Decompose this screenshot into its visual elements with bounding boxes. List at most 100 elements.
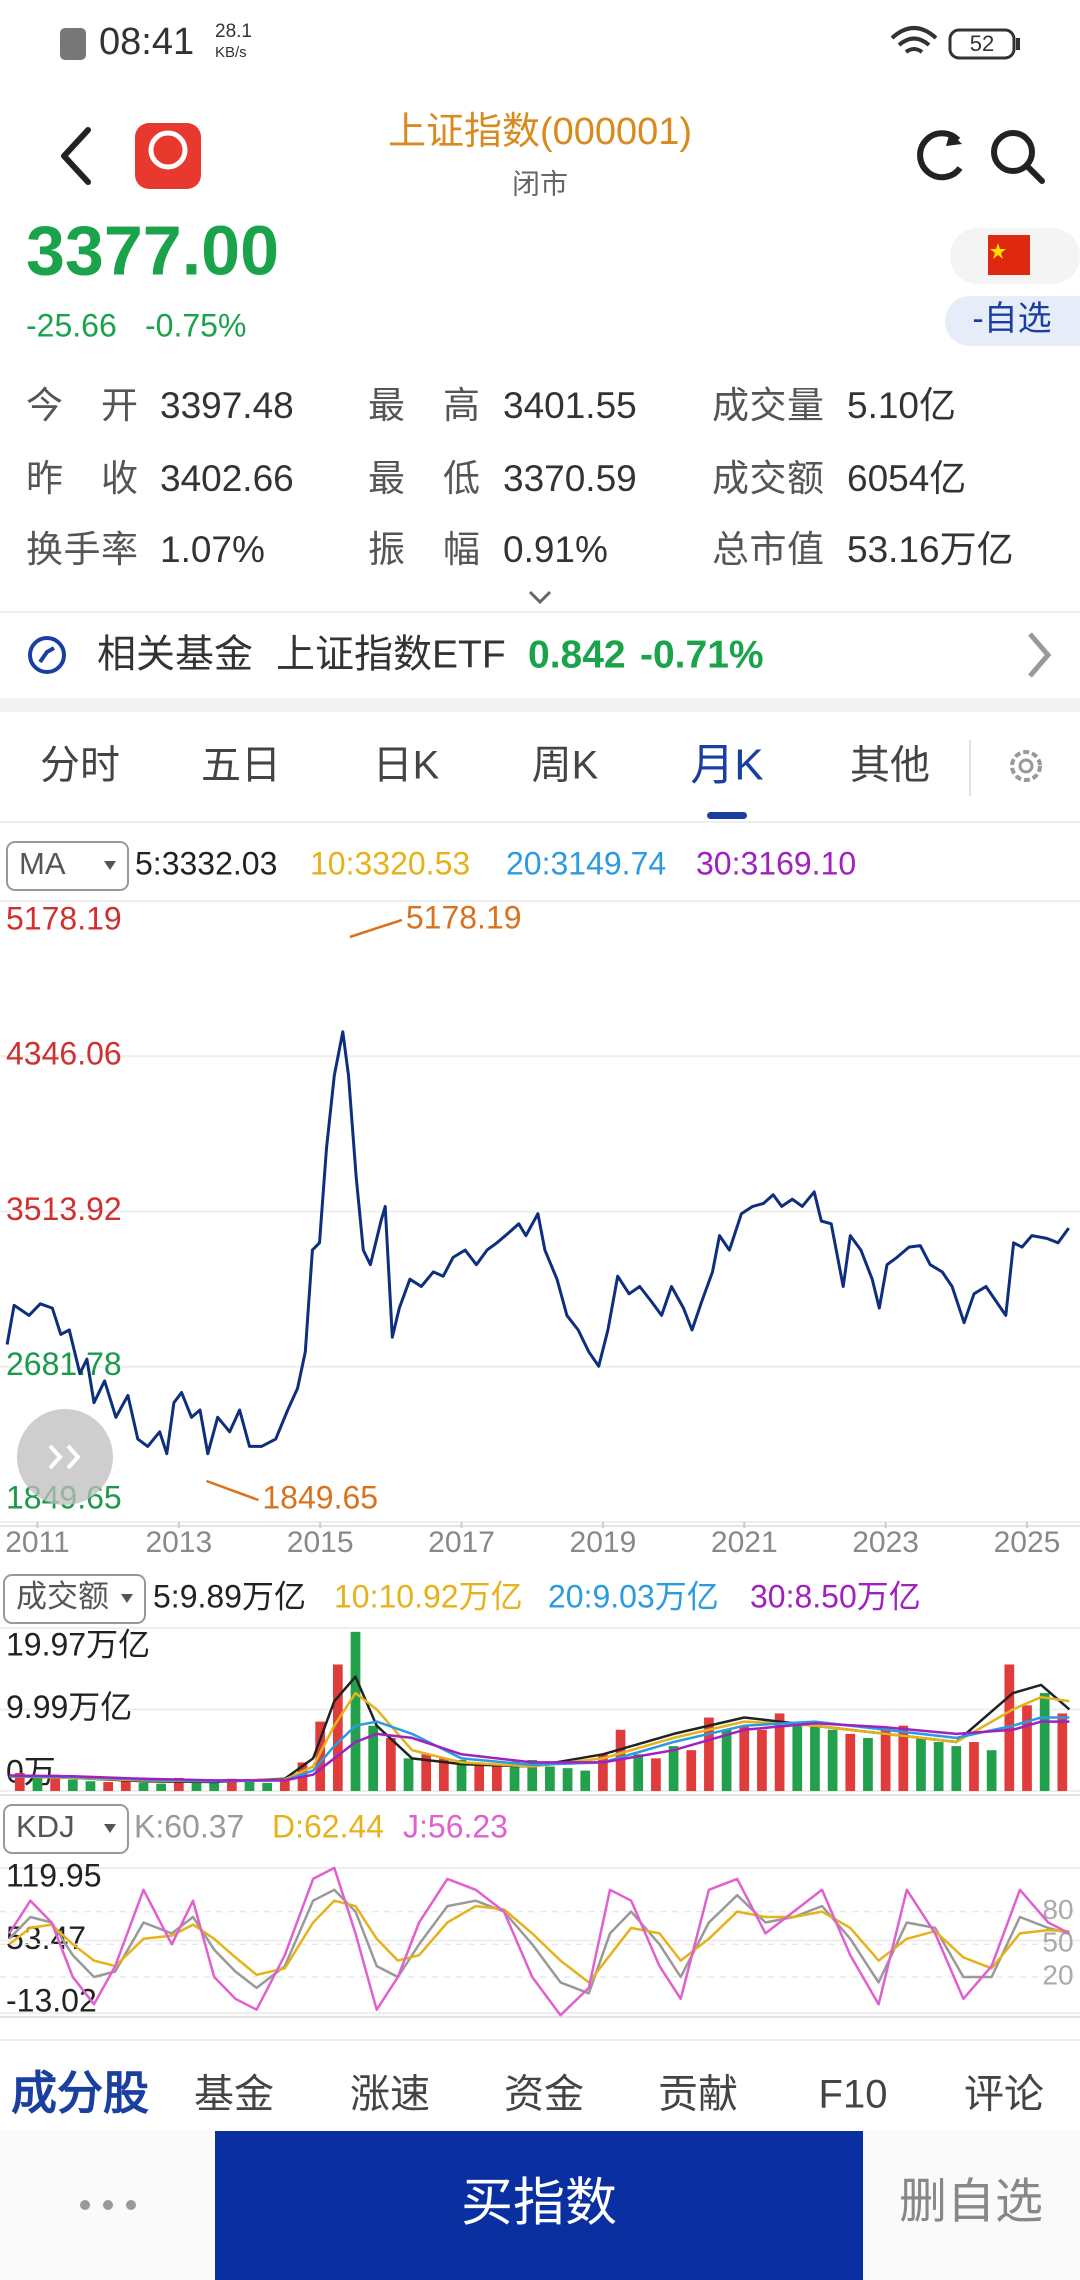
refresh-button[interactable] (917, 130, 963, 181)
more-dot[interactable] (80, 2200, 90, 2210)
volume-bar (633, 1754, 644, 1791)
legend-entry: D:62.44 (272, 1808, 384, 1844)
expand-chart-button[interactable] (17, 1409, 113, 1505)
more-dot[interactable] (103, 2200, 113, 2210)
volume-bar (774, 1713, 785, 1791)
volume-ma-line (9, 1720, 1070, 1782)
bottom-tab[interactable]: 基金 (194, 2073, 274, 2117)
bottom-tab[interactable]: 成分股 (11, 2067, 149, 2119)
watch-button-bg[interactable] (945, 296, 1080, 346)
legend-entry: 5:3332.03 (135, 845, 277, 881)
y-tick-label: -13.02 (6, 1982, 97, 2018)
index-change-pct: -0.75% (145, 307, 246, 343)
extreme-leader (205, 1479, 259, 1502)
buy-button-bg[interactable] (215, 2131, 863, 2280)
stat-value: 6054亿 (847, 458, 966, 499)
indicator-selector[interactable]: KDJ (16, 1809, 75, 1844)
back-button[interactable] (61, 127, 91, 185)
volume-bar (545, 1766, 555, 1791)
bottom-tab[interactable]: 资金 (504, 2073, 584, 2117)
buy-button[interactable]: 买指数 (461, 2175, 617, 2233)
volume-bar (527, 1759, 538, 1791)
indicator-selector[interactable]: MA (19, 846, 66, 881)
settings-button[interactable] (1010, 750, 1042, 782)
volume-bar (439, 1758, 449, 1791)
battery-level: 52 (970, 31, 994, 56)
volume-bar (1039, 1693, 1050, 1791)
fund-chevron[interactable] (1028, 632, 1052, 678)
stat-value: 3402.66 (160, 458, 294, 499)
volume-bar (1057, 1713, 1068, 1791)
volume-bar (986, 1750, 997, 1791)
y-tick-label: 5178.19 (6, 900, 122, 936)
volume-bar (226, 1778, 237, 1791)
volume-bar (651, 1758, 661, 1791)
battery-tip (1016, 38, 1020, 50)
legend-entry: 10:3320.53 (310, 845, 470, 881)
period-tab[interactable]: 分时 (40, 744, 120, 788)
bottom-tab[interactable]: 评论 (964, 2073, 1044, 2117)
market-status: 闭市 (512, 168, 568, 199)
refresh-arrow (946, 132, 962, 146)
volume-bar (863, 1737, 873, 1791)
search-button[interactable] (991, 130, 1035, 174)
period-tab[interactable]: 五日 (201, 744, 281, 788)
bottom-tab[interactable]: F10 (819, 2073, 888, 2117)
y-tick-label: 9.99万亿 (6, 1689, 132, 1725)
indicator-selector-bg[interactable] (3, 1804, 129, 1854)
legend-entry: K:60.37 (134, 1808, 244, 1844)
expand-chevron[interactable] (528, 590, 552, 605)
period-tab[interactable]: 周K (532, 744, 599, 788)
wifi-icon (890, 26, 938, 54)
net-speed: 28.1 (215, 21, 252, 42)
volume-bar (403, 1758, 414, 1791)
search-handle (1024, 163, 1045, 184)
fund-label[interactable]: 相关基金 (97, 633, 253, 676)
volume-bar (173, 1777, 184, 1791)
stat-value: 3370.59 (503, 458, 637, 499)
watch-button[interactable]: -自选 (972, 300, 1051, 338)
volume-bar (456, 1759, 467, 1791)
volume-bar (50, 1774, 60, 1791)
legend-entry: 10:10.92万亿 (334, 1578, 523, 1614)
more-dot[interactable] (126, 2200, 136, 2210)
fund-price: 0.842 (528, 633, 626, 676)
volume-bar (880, 1729, 891, 1791)
volume-bar (810, 1725, 820, 1791)
selector-caret (104, 861, 116, 870)
stat-value: 3397.48 (160, 385, 294, 426)
legend-entry: 30:8.50万亿 (750, 1578, 921, 1614)
volume-bar (421, 1754, 432, 1791)
flag (988, 235, 1030, 275)
volume-bar (368, 1725, 379, 1791)
y-tick-label: 3513.92 (6, 1191, 122, 1227)
right-tick-label: 20 (1042, 1959, 1073, 1990)
x-tick-label: 2015 (287, 1526, 354, 1559)
indicator-selector-bg[interactable] (6, 841, 129, 891)
remove-watch-button[interactable]: 删自选 (899, 2176, 1043, 2229)
fund-name[interactable]: 上证指数ETF (276, 633, 506, 676)
bottom-tab[interactable]: 涨速 (350, 2073, 430, 2117)
period-tab[interactable]: 日K (373, 744, 440, 788)
stat-value: 3401.55 (503, 385, 637, 426)
volume-bar (668, 1746, 679, 1791)
volume-bar (191, 1780, 202, 1791)
fund-icon-glyph (38, 646, 55, 664)
volume-bar (315, 1721, 326, 1791)
volume-bar (279, 1777, 290, 1791)
period-tab[interactable]: 月K (690, 741, 763, 790)
bottom-tab[interactable]: 贡献 (658, 2073, 738, 2117)
indicator-selector[interactable]: 成交额 (16, 1579, 109, 1614)
net-speed-unit: KB/s (215, 44, 247, 61)
period-tab[interactable]: 其他 (850, 744, 930, 788)
app-icon[interactable] (135, 123, 201, 189)
indicator-selector-bg[interactable] (3, 1574, 146, 1624)
volume-bar (14, 1773, 25, 1791)
series-line (5, 1030, 1070, 1456)
stat-label: 成交额 (712, 458, 824, 499)
x-tick-label: 2011 (5, 1526, 70, 1559)
legend-entry: 5:9.89万亿 (153, 1578, 306, 1614)
y-tick-label: 19.97万亿 (6, 1626, 150, 1662)
